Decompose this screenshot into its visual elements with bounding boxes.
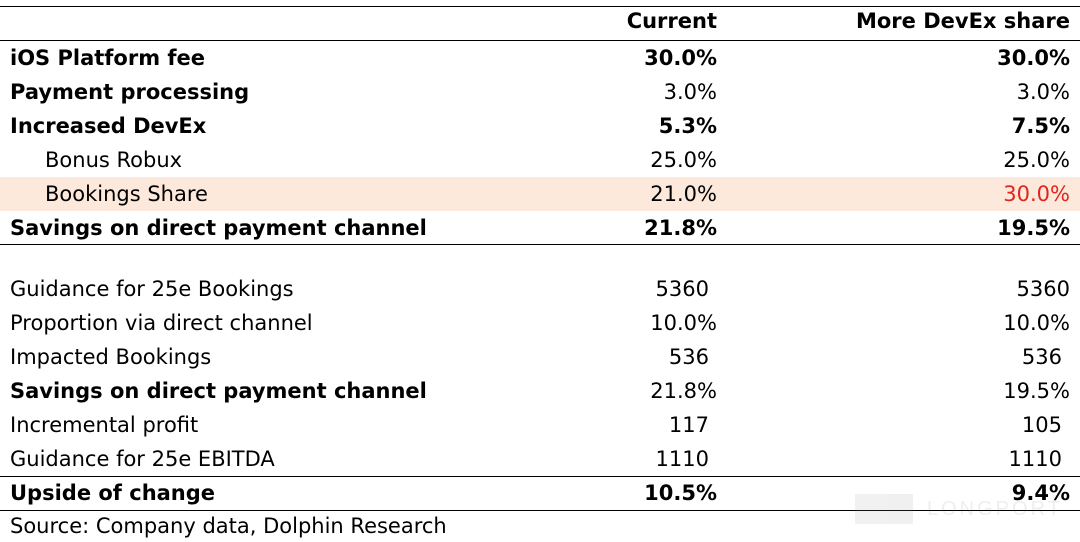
more-devex-value: 10.0% — [1003, 311, 1070, 335]
row-label: Increased DevEx — [10, 114, 207, 138]
table-row-guidance-ebitda: Guidance for 25e EBITDA 1110 1110 — [0, 442, 1080, 476]
current-value: 21.8% — [644, 216, 717, 240]
row-label: iOS Platform fee — [10, 46, 206, 70]
table-row-ios-platform-fee: iOS Platform fee 30.0% 30.0% — [0, 41, 1080, 75]
more-devex-value: 3.0% — [1016, 80, 1070, 104]
current-value: 3.0% — [663, 80, 717, 104]
table-row-bookings-share: Bookings Share 21.0% 30.0% — [0, 177, 1080, 211]
current-value: 10.5% — [644, 481, 717, 505]
current-value: 536 — [668, 345, 709, 369]
row-label: Guidance for 25e EBITDA — [10, 447, 275, 471]
current-value: 21.0% — [650, 182, 717, 206]
row-label: Savings on direct payment channel — [10, 216, 427, 240]
source-note: Source: Company data, Dolphin Research — [10, 514, 447, 538]
column-header-current: Current — [626, 9, 717, 33]
row-label: Proportion via direct channel — [10, 311, 313, 335]
more-devex-value: 1110 — [1008, 447, 1062, 471]
table-row-upside-of-change: Upside of change 10.5% 9.4% — [0, 476, 1080, 510]
table-row-savings-direct-channel: Savings on direct payment channel 21.8% … — [0, 211, 1080, 245]
row-label: Payment processing — [10, 80, 250, 104]
row-label: Incremental profit — [10, 413, 199, 437]
longport-watermark: LONGPORT — [855, 490, 1075, 530]
table-row-savings-direct-channel-2: Savings on direct payment channel 21.8% … — [0, 374, 1080, 408]
current-value: 21.8% — [650, 379, 717, 403]
more-devex-value: 19.5% — [1003, 379, 1070, 403]
header-row: Current More DevEx share — [0, 0, 1080, 40]
row-label: Guidance for 25e Bookings — [10, 277, 294, 301]
more-devex-value: 25.0% — [1003, 148, 1070, 172]
table-row-impacted-bookings: Impacted Bookings 536 536 — [0, 340, 1080, 374]
table-row-guidance-bookings: Guidance for 25e Bookings 5360 5360 — [0, 272, 1080, 306]
table-row-increased-devex: Increased DevEx 5.3% 7.5% — [0, 109, 1080, 143]
table-row-proportion-direct: Proportion via direct channel 10.0% 10.0… — [0, 306, 1080, 340]
more-devex-value: 30.0% — [997, 46, 1070, 70]
header-rule — [0, 40, 1080, 41]
bottom-rule — [0, 510, 1080, 511]
row-label: Impacted Bookings — [10, 345, 212, 369]
current-value: 5360 — [655, 277, 709, 301]
current-value: 10.0% — [650, 311, 717, 335]
total-rule — [0, 476, 1080, 477]
comparison-table: Current More DevEx share iOS Platform fe… — [0, 0, 1080, 511]
current-value: 25.0% — [650, 148, 717, 172]
more-devex-value: 5360 — [1016, 277, 1070, 301]
row-label: Savings on direct payment channel — [10, 379, 427, 403]
table-row-incremental-profit: Incremental profit 117 105 — [0, 408, 1080, 442]
section-total: Upside of change 10.5% 9.4% — [0, 476, 1080, 510]
section-fees: iOS Platform fee 30.0% 30.0% Payment pro… — [0, 41, 1080, 245]
table-row-payment-processing: Payment processing 3.0% 3.0% — [0, 75, 1080, 109]
more-devex-value: 19.5% — [997, 216, 1070, 240]
current-value: 1110 — [655, 447, 709, 471]
current-value: 117 — [668, 413, 709, 437]
row-label: Upside of change — [10, 481, 216, 505]
current-value: 5.3% — [658, 114, 717, 138]
watermark-text: LONGPORT — [927, 498, 1063, 520]
table-row-bonus-robux: Bonus Robux 25.0% 25.0% — [0, 143, 1080, 177]
more-devex-value: 536 — [1021, 345, 1062, 369]
more-devex-value: 105 — [1021, 413, 1062, 437]
longport-logo-icon — [855, 494, 913, 524]
row-label: Bookings Share — [45, 182, 208, 206]
more-devex-value: 30.0% — [1003, 182, 1070, 206]
more-devex-value: 9.4% — [1011, 481, 1070, 505]
column-header-more-devex: More DevEx share — [855, 9, 1070, 33]
section-rule — [0, 244, 1080, 245]
table-top-rule — [0, 6, 1080, 7]
row-label: Bonus Robux — [45, 148, 183, 172]
current-value: 30.0% — [644, 46, 717, 70]
section-impact: Guidance for 25e Bookings 5360 5360 Prop… — [0, 272, 1080, 476]
more-devex-value: 7.5% — [1011, 114, 1070, 138]
